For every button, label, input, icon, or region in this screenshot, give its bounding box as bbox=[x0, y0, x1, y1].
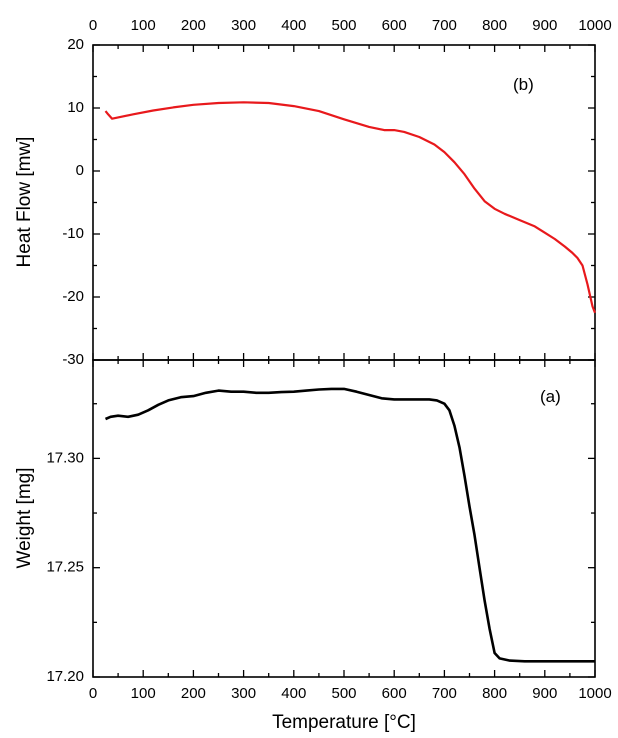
x-tick-label-bottom: 900 bbox=[532, 685, 557, 702]
heat-flow-y-tick-label: 10 bbox=[67, 99, 84, 116]
x-tick-label-bottom: 800 bbox=[482, 685, 507, 702]
x-tick-label-bottom: 1000 bbox=[578, 685, 611, 702]
x-tick-label-bottom: 300 bbox=[231, 685, 256, 702]
weight-y-tick-label: 17.30 bbox=[46, 449, 84, 466]
x-tick-label-bottom: 700 bbox=[432, 685, 457, 702]
x-tick-label-top: 900 bbox=[532, 17, 557, 34]
x-tick-label-top: 0 bbox=[89, 17, 97, 34]
x-tick-label-top: 500 bbox=[331, 17, 356, 34]
x-tick-label-top: 400 bbox=[281, 17, 306, 34]
weight-y-tick-label: 17.25 bbox=[46, 559, 84, 576]
heat-flow-series-line bbox=[104, 101, 597, 314]
heat-flow-y-tick-label: -20 bbox=[62, 288, 84, 305]
panel-label-a: (a) bbox=[540, 387, 561, 406]
weight-y-tick-label: 17.20 bbox=[46, 668, 84, 685]
heat-flow-y-tick-label: 20 bbox=[67, 36, 84, 53]
x-tick-label-top: 700 bbox=[432, 17, 457, 34]
x-tick-label-bottom: 0 bbox=[89, 685, 97, 702]
x-tick-label-bottom: 500 bbox=[331, 685, 356, 702]
heat-flow-y-tick-label: 0 bbox=[76, 162, 84, 179]
weight-y-axis-title: Weight [mg] bbox=[14, 467, 35, 568]
heat-flow-y-tick-label: -10 bbox=[62, 225, 84, 242]
panel-label-b: (b) bbox=[513, 75, 534, 94]
weight-tick-labels: 0 100 200 300 400 500 600 700 800 900 1000 17.20 17.… bbox=[46, 449, 611, 702]
heat-flow-ticks bbox=[92, 44, 596, 361]
x-tick-label-bottom: 600 bbox=[382, 685, 407, 702]
x-tick-label-top: 600 bbox=[382, 17, 407, 34]
x-tick-label-bottom: 400 bbox=[281, 685, 306, 702]
x-tick-label-top: 1000 bbox=[578, 17, 611, 34]
heat-flow-tick-labels: 0 100 200 300 400 500 600 700 800 900 1000-30-20-1… bbox=[62, 17, 611, 368]
x-tick-label-top: 100 bbox=[131, 17, 156, 34]
heat-flow-panel: 0 100 200 300 400 500 600 700 800 900 1000-30-20-1… bbox=[14, 17, 612, 368]
x-tick-label-top: 800 bbox=[482, 17, 507, 34]
x-tick-label-bottom: 100 bbox=[131, 685, 156, 702]
x-axis-title: Temperature [°C] bbox=[272, 712, 416, 733]
weight-plot-frame bbox=[92, 359, 596, 678]
x-tick-label-top: 300 bbox=[231, 17, 256, 34]
weight-series-line bbox=[104, 387, 595, 663]
heat-flow-y-axis-title: Heat Flow [mw] bbox=[14, 137, 35, 268]
x-tick-label-bottom: 200 bbox=[181, 685, 206, 702]
weight-panel: 0 100 200 300 400 500 600 700 800 900 1000 17.20 17.… bbox=[14, 359, 612, 733]
heat-flow-y-tick-label: -30 bbox=[62, 351, 84, 368]
weight-ticks bbox=[92, 360, 596, 678]
x-tick-label-top: 200 bbox=[181, 17, 206, 34]
